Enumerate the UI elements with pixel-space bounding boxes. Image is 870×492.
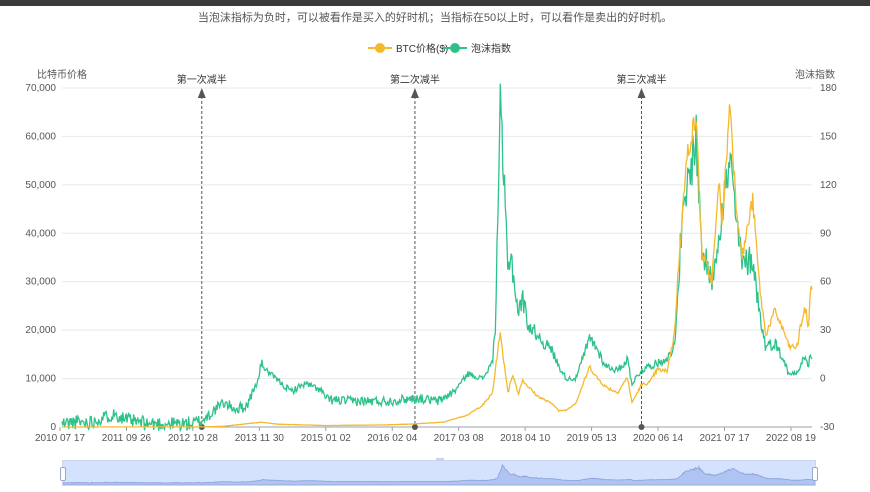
halving-label: 第一次减半 (177, 73, 227, 86)
left-tick-label: 50,000 (25, 180, 56, 191)
x-tick-label: 2019 05 13 (567, 433, 617, 444)
zoom-move-grip[interactable] (436, 458, 444, 461)
halving-arrow (197, 88, 206, 98)
left-tick-label: 30,000 (25, 277, 56, 288)
x-tick-label: 2018 04 10 (500, 433, 550, 444)
right-axis-name: 泡沫指数 (795, 70, 835, 81)
legend-label-btc: BTC价格($) (396, 44, 449, 55)
zoom-handle-left[interactable] (60, 467, 66, 481)
x-tick-label: 2012 10 28 (168, 433, 218, 444)
x-tick-label: 2010 07 17 (35, 433, 85, 444)
zoom-preview-area (63, 463, 815, 485)
right-tick-label: -30 (820, 422, 835, 433)
zoom-selection[interactable] (63, 461, 815, 485)
halving-point (411, 424, 418, 430)
x-tick-label: 2022 08 19 (766, 433, 816, 444)
right-tick-label: 0 (820, 374, 826, 385)
data-zoom-slider[interactable] (60, 458, 818, 486)
halving-arrow (637, 88, 646, 98)
legend-item-btc-price[interactable]: BTC价格($) (368, 40, 448, 55)
halving-label: 第二次减半 (390, 73, 440, 86)
x-tick-label: 2017 03 08 (434, 433, 484, 444)
left-tick-label: 40,000 (25, 228, 56, 239)
legend-swatch-btc (368, 42, 392, 53)
halving-markers: 第一次减半 第二次减半 第三次减半 (177, 73, 667, 430)
left-tick-label: 10,000 (25, 374, 56, 385)
chart-subtitle: 当泡沫指标为负时，可以被看作是买入的好时机；当指标在50以上时，可以看作是卖出的… (197, 12, 673, 24)
legend-dot-btc (375, 42, 385, 53)
x-tick-label: 2015 01 02 (301, 433, 351, 444)
halving-point (638, 424, 645, 430)
left-tick-label: 60,000 (25, 131, 56, 142)
right-tick-label: 30 (820, 325, 832, 336)
left-tick-label: 70,000 (25, 83, 56, 94)
left-tick-label: 0 (50, 422, 56, 433)
zoom-handle-right[interactable] (812, 467, 818, 481)
right-tick-label: 120 (820, 180, 837, 191)
series-btc-price-line (62, 104, 813, 428)
chart-plot: 第一次减半 第二次减半 第三次减半 0 10,000 20,000 30,000 40,00… (25, 73, 837, 444)
x-tick-label: 2021 07 17 (699, 433, 749, 444)
legend-item-bubble-index[interactable]: 泡沫指数 (443, 40, 511, 55)
zoom-preview (63, 463, 815, 485)
x-tick-label: 2016 02 04 (367, 433, 417, 444)
series-bubble-index-line (61, 83, 813, 433)
right-tick-label: 180 (820, 83, 837, 94)
legend-label-bubble: 泡沫指数 (471, 44, 511, 55)
left-tick-label: 20,000 (25, 325, 56, 336)
halving-arrow (410, 88, 419, 98)
legend-dot-bubble (450, 42, 460, 53)
right-tick-label: 90 (820, 228, 832, 239)
x-tick-label: 2020 06 14 (633, 433, 683, 444)
grid-layer (62, 87, 812, 428)
series-layer (61, 83, 813, 433)
x-tick-label: 2013 11 30 (235, 433, 285, 444)
left-axis-name: 比特币价格 (37, 70, 87, 81)
top-bar (0, 0, 870, 6)
legend: BTC价格($) 泡沫指数 (0, 40, 870, 55)
legend-swatch-bubble (443, 42, 467, 53)
right-tick-label: 150 (820, 131, 837, 142)
right-tick-label: 60 (820, 277, 832, 288)
axis-layer: 0 10,000 20,000 30,000 40,000 50,000 60,000 70,… (25, 83, 837, 444)
halving-label: 第三次减半 (617, 73, 667, 86)
x-tick-label: 2011 09 26 (102, 433, 152, 444)
